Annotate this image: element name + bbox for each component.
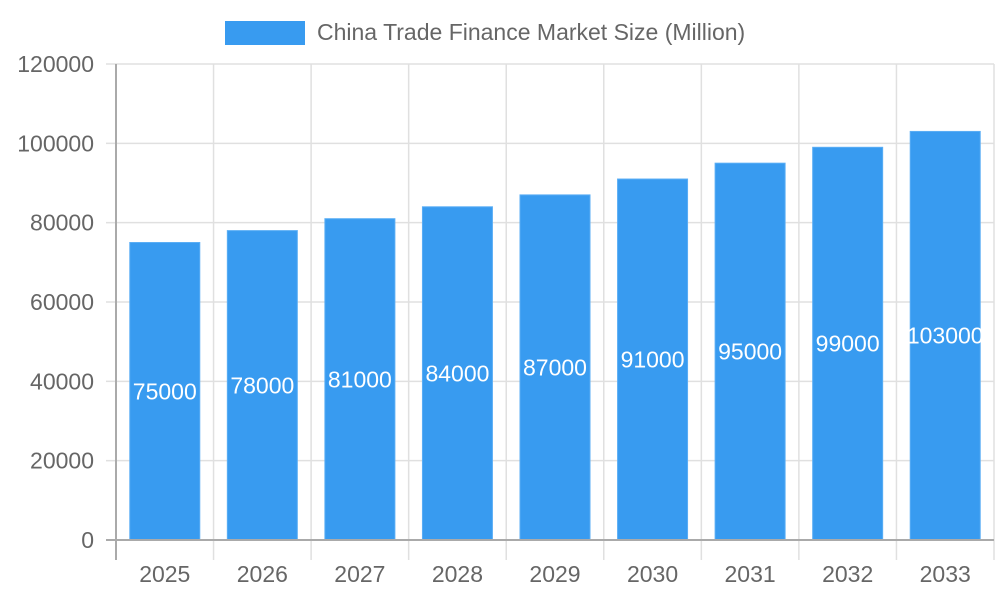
bar-value-label: 95000 [718, 339, 782, 365]
x-tick-label: 2026 [237, 561, 288, 587]
x-tick-label: 2027 [334, 561, 385, 587]
y-tick-label: 80000 [30, 210, 94, 236]
y-tick-label: 60000 [30, 289, 94, 315]
x-tick-label: 2032 [822, 561, 873, 587]
bar[interactable] [421, 206, 493, 541]
bars: 75000 78000 81000 84000 87000 91000 95000 99000… [129, 130, 984, 541]
bar[interactable] [812, 146, 884, 541]
x-tick-label: 2028 [432, 561, 483, 587]
bar-value-label: 103000 [907, 323, 984, 349]
bar[interactable] [909, 130, 981, 541]
bar[interactable] [324, 218, 396, 541]
y-tick-label: 0 [81, 527, 94, 553]
bar-value-label: 78000 [230, 372, 294, 398]
bar-value-label: 87000 [523, 354, 587, 380]
y-tick-label: 20000 [30, 448, 94, 474]
x-tick-label: 2030 [627, 561, 678, 587]
y-tick-label: 120000 [17, 51, 94, 77]
bar[interactable] [226, 230, 298, 541]
bar-value-label: 99000 [816, 331, 880, 357]
x-tick-label: 2029 [529, 561, 580, 587]
y-tick-label: 100000 [17, 130, 94, 156]
bar[interactable] [617, 178, 689, 541]
x-tick-label: 2033 [920, 561, 971, 587]
bar-value-label: 75000 [133, 378, 197, 404]
bar[interactable] [129, 242, 201, 541]
axes: 0 20000 40000 60000 80000 100000 120000 2025 202… [17, 51, 994, 587]
legend-label: China Trade Finance Market Size (Million… [317, 19, 746, 45]
legend-swatch [225, 20, 305, 45]
bar-value-label: 81000 [328, 366, 392, 392]
bar[interactable] [519, 194, 591, 541]
y-tick-label: 40000 [30, 368, 94, 394]
bar-value-label: 84000 [425, 360, 489, 386]
chart-legend[interactable]: China Trade Finance Market Size (Million… [225, 19, 745, 46]
x-tick-label: 2031 [725, 561, 776, 587]
bar-value-label: 91000 [621, 347, 685, 373]
x-tick-label: 2025 [139, 561, 190, 587]
